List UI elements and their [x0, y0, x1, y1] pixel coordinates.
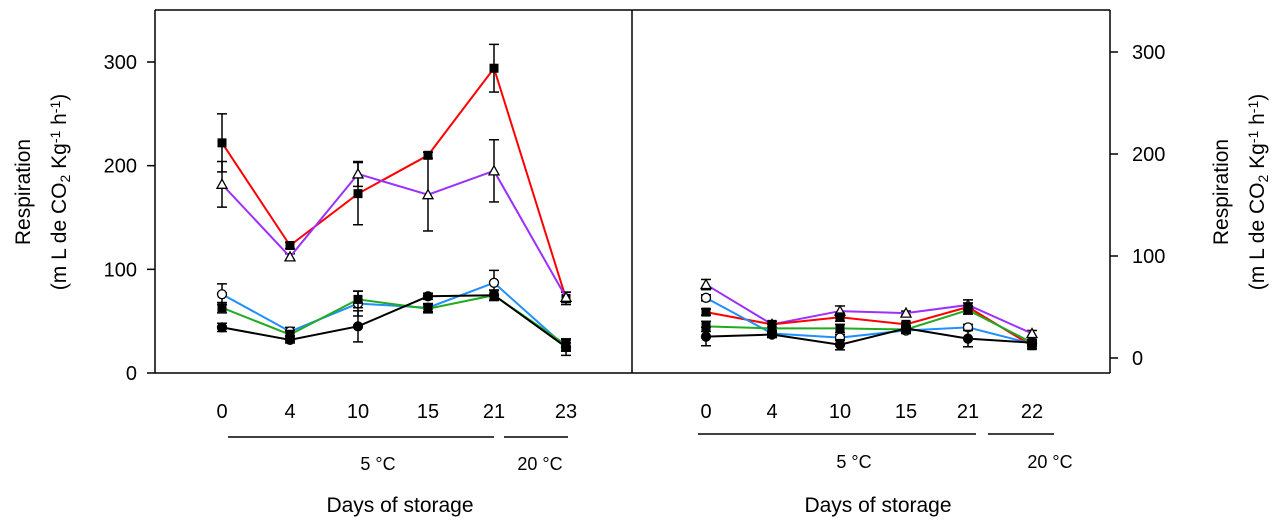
y-tick-label: 200	[1132, 144, 1165, 166]
series-line	[705, 308, 1033, 344]
x-tick-label: 21	[957, 401, 979, 423]
x-tick-label: 10	[347, 401, 369, 423]
series-1	[215, 139, 573, 304]
y-axis-unit-part: h	[48, 113, 71, 131]
data-point	[560, 341, 572, 353]
x-axis-label: Days of storage	[326, 494, 473, 517]
series-line	[221, 281, 567, 348]
data-point	[217, 303, 227, 313]
data-point	[488, 277, 500, 288]
data-point	[489, 63, 499, 73]
data-point	[423, 150, 433, 160]
y-axis-unit-part: -1	[1245, 131, 1261, 144]
panel-right: 0 100 200 300 0 4 10 15 21 22 5 °C 20 °C Days of sto…	[632, 9, 1271, 517]
y-axis-unit-part: 2	[1255, 175, 1271, 183]
data-point	[962, 333, 974, 344]
data-point	[700, 292, 712, 303]
x-tick-label: 21	[483, 401, 505, 423]
series-line	[221, 294, 567, 348]
series-4	[216, 289, 572, 357]
series-4	[700, 323, 1038, 351]
y-tick-label: 0	[1132, 348, 1143, 370]
y-axis-unit-part: -1	[1245, 101, 1261, 114]
data-point	[215, 177, 229, 189]
x-tick-label: 4	[766, 401, 777, 423]
y-axis-unit-part: Kg	[48, 143, 71, 175]
temperature-label: 20 °C	[517, 454, 562, 474]
temperature-label: 5 °C	[836, 452, 871, 472]
data-point	[899, 306, 913, 318]
x-tick-label: 10	[829, 401, 851, 423]
data-point	[352, 321, 364, 332]
data-point	[963, 305, 973, 315]
y-axis-unit-part: -1	[47, 131, 63, 144]
y-axis-label: Respiration	[12, 139, 35, 245]
data-point	[216, 322, 228, 333]
y-axis-unit-label: (m L de CO2 Kg-1 h-1)	[1245, 94, 1271, 291]
panel-left: 0 100 200 300 0 4 10 15 21 23 5 °C 20 °C Days of sto…	[12, 9, 633, 517]
y-axis-unit-part: )	[48, 94, 71, 101]
temperature-label: 20 °C	[1027, 452, 1072, 472]
data-point	[351, 167, 365, 179]
x-tick-label: 0	[216, 401, 227, 423]
data-point	[701, 307, 711, 317]
data-point	[421, 188, 435, 200]
y-tick-label: 300	[104, 52, 137, 74]
series-line	[705, 283, 1033, 335]
data-point	[423, 304, 433, 314]
x-tick-label: 22	[1021, 401, 1043, 423]
data-point	[835, 312, 845, 322]
data-point	[1025, 327, 1039, 339]
y-axis-unit-part: (m L de CO	[1246, 183, 1269, 291]
y-axis-unit-part: (m L de CO	[48, 183, 71, 291]
data-point	[767, 323, 777, 333]
y-axis-unit-part: )	[1246, 94, 1269, 101]
series-line	[705, 327, 1033, 346]
data-point	[285, 240, 295, 250]
x-tick-label: 0	[700, 401, 711, 423]
y-axis-label: Respiration	[1210, 139, 1233, 245]
y-axis-unit-label: (m L de CO2 Kg-1 h-1)	[47, 94, 73, 291]
y-tick-label: 300	[1132, 42, 1165, 64]
data-point	[699, 278, 713, 290]
data-point	[1026, 337, 1038, 348]
data-point	[422, 291, 434, 302]
series-1	[701, 302, 1037, 351]
data-point	[766, 329, 778, 340]
x-axis-label: Days of storage	[804, 494, 951, 517]
data-point	[900, 323, 912, 334]
y-axis-unit-part: 2	[57, 175, 73, 183]
data-point	[283, 250, 297, 262]
y-tick-label: 100	[1132, 246, 1165, 268]
x-tick-label: 4	[284, 401, 295, 423]
series-0	[217, 43, 571, 306]
x-tick-label: 23	[555, 401, 577, 423]
series-line	[221, 66, 567, 299]
y-tick-label: 200	[104, 156, 137, 178]
x-tick-label: 15	[895, 401, 917, 423]
data-point	[487, 164, 501, 176]
data-point	[559, 290, 573, 302]
series-line	[705, 305, 1033, 347]
y-axis-unit-part: Kg	[1246, 143, 1269, 175]
data-point	[701, 321, 711, 331]
data-point	[835, 323, 845, 333]
data-point	[353, 294, 363, 304]
y-axis-unit-part: h	[1246, 113, 1269, 131]
data-point	[217, 138, 227, 148]
y-axis-unit-part: -1	[47, 101, 63, 114]
data-point	[216, 289, 228, 300]
series-line	[221, 169, 567, 298]
data-point	[353, 189, 363, 199]
y-tick-label: 100	[104, 259, 137, 281]
y-tick-label: 0	[126, 363, 137, 385]
x-tick-label: 15	[417, 401, 439, 423]
data-point	[284, 334, 296, 345]
data-point	[488, 290, 500, 301]
data-point	[834, 339, 846, 350]
data-point	[700, 331, 712, 342]
temperature-label: 5 °C	[360, 454, 395, 474]
data-point	[285, 330, 295, 340]
